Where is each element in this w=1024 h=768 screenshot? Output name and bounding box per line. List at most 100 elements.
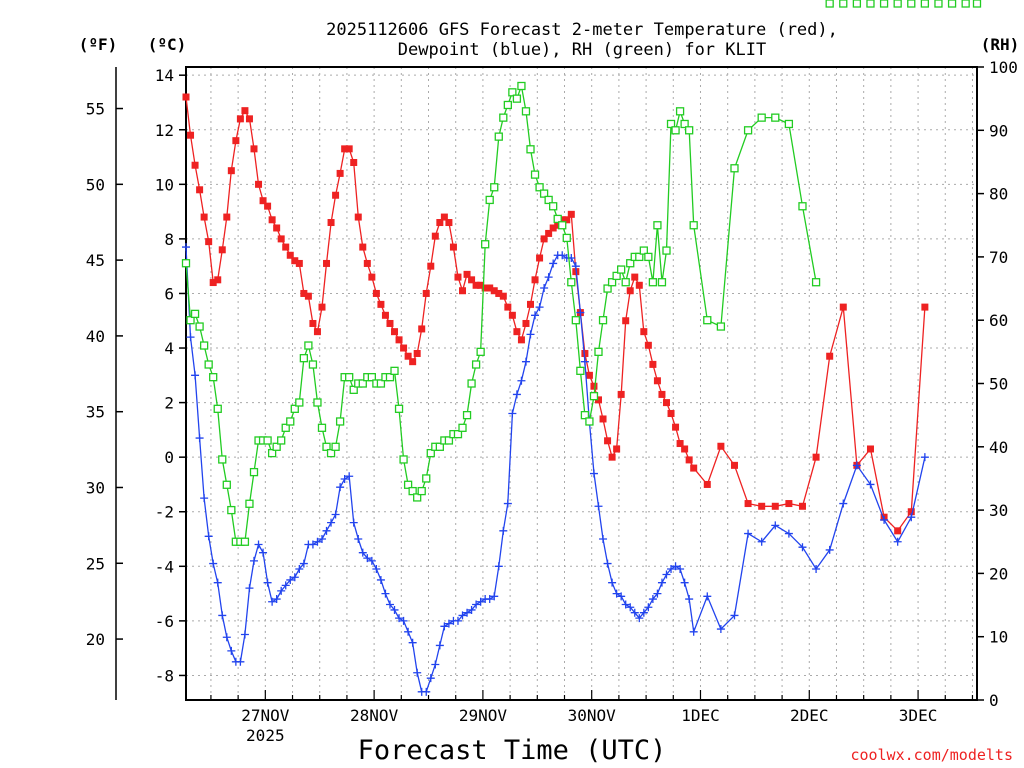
temperature-point <box>341 145 349 153</box>
temperature-point <box>676 440 684 448</box>
rh-point <box>322 442 331 451</box>
dewpoint-point <box>653 589 662 598</box>
rh-point <box>458 423 467 432</box>
temperature-point <box>277 235 285 243</box>
dewpoint-point <box>322 526 331 535</box>
dewpoint-point <box>431 660 440 669</box>
dewpoint-point <box>880 515 889 524</box>
temperature-point <box>250 145 258 153</box>
dewpoint-point <box>549 259 558 268</box>
rh-point <box>666 119 676 129</box>
dewpoint-point <box>191 371 200 380</box>
dewpoint-point <box>499 526 508 535</box>
rh-point <box>190 309 200 319</box>
rh-tick-label: 70 <box>989 248 1008 267</box>
rh-point <box>539 189 549 198</box>
temperature-point <box>563 216 571 224</box>
celsius-tick-label: 6 <box>164 284 174 303</box>
rh-point <box>567 278 576 287</box>
dewpoint-point <box>349 518 358 527</box>
celsius-tick-label: 2 <box>164 394 174 413</box>
temperature-point <box>463 270 471 278</box>
dewpoint-point <box>576 308 585 317</box>
dewpoint-point <box>657 578 666 587</box>
rh-point <box>685 126 694 135</box>
temperature-point <box>758 502 766 510</box>
temperature-point <box>513 328 521 336</box>
rh-point <box>571 316 580 325</box>
dewpoint-point <box>920 453 929 462</box>
dewpoint-point <box>839 499 848 508</box>
temperature-point <box>812 453 820 461</box>
dewpoint-point <box>744 529 753 538</box>
rh-point <box>462 410 472 420</box>
rh-point <box>657 278 667 287</box>
dewpoint-point <box>317 535 326 544</box>
temperature-point <box>599 415 607 423</box>
dewpoint-line <box>185 247 926 693</box>
rh-point <box>866 0 875 8</box>
dewpoint-point <box>290 573 299 582</box>
fahrenheit-tick-label: 20 <box>86 630 105 649</box>
rh-point <box>553 214 562 224</box>
rh-point <box>585 417 594 426</box>
dewpoint-point <box>535 303 544 312</box>
temperature-point <box>386 319 394 327</box>
temperature-point <box>436 219 444 227</box>
dewpoint-point <box>299 559 308 568</box>
dewpoint-point <box>866 480 875 489</box>
rh-point <box>716 322 726 331</box>
rh-tick-label: 20 <box>989 564 1008 583</box>
dewpoint-point <box>358 548 367 557</box>
rh-point <box>879 0 889 8</box>
rh-point <box>485 195 494 205</box>
rh-point <box>784 119 794 129</box>
rh-point <box>612 271 621 281</box>
x-tick-label: 29NOV <box>459 706 508 725</box>
temperature-point <box>558 216 566 224</box>
temperature-point <box>771 502 779 510</box>
dewpoint-point <box>526 330 535 339</box>
temperature-point <box>481 284 489 292</box>
dewpoint-point <box>259 548 268 557</box>
rh-point <box>317 423 327 432</box>
temperature-point <box>649 360 657 368</box>
celsius-tick-label: -8 <box>155 666 174 685</box>
dewpoint-point <box>512 390 521 399</box>
rh-point <box>213 404 222 413</box>
temperature-point <box>300 289 308 297</box>
temperature-point <box>196 186 204 194</box>
x-axis-title: Forecast Time (UTC) <box>358 735 667 766</box>
temperature-point <box>567 210 575 218</box>
dewpoint-point <box>336 483 345 492</box>
dewpoint-point <box>467 605 476 614</box>
celsius-tick-label: 10 <box>155 175 174 194</box>
rh-point <box>204 360 213 369</box>
rh-point <box>689 221 698 230</box>
temperature-point <box>658 390 666 398</box>
dewpoint-point <box>204 532 213 541</box>
rh-tick-label: 60 <box>989 311 1008 330</box>
rh-point <box>308 360 318 369</box>
dewpoint-point <box>404 627 413 636</box>
rh-point <box>304 341 313 350</box>
dewpoint-point <box>200 494 209 503</box>
rh-point <box>376 379 386 388</box>
temperature-point <box>368 273 376 281</box>
rh-point <box>675 107 685 116</box>
dewpoint-point <box>612 589 621 598</box>
temperature-point <box>472 281 480 289</box>
rh-point <box>435 442 444 451</box>
dewpoint-point <box>503 499 512 508</box>
rh-point <box>413 493 422 502</box>
temperature-point <box>585 371 593 379</box>
rh-point <box>508 88 517 97</box>
temperature-point <box>187 131 195 139</box>
rh-point <box>893 0 902 8</box>
rh-point <box>227 505 236 515</box>
temperature-point <box>372 289 380 297</box>
dewpoint-point <box>644 603 653 612</box>
rh-point <box>811 278 821 287</box>
rh-point <box>476 347 485 357</box>
watermark: coolwx.com/modelts <box>850 746 1013 764</box>
